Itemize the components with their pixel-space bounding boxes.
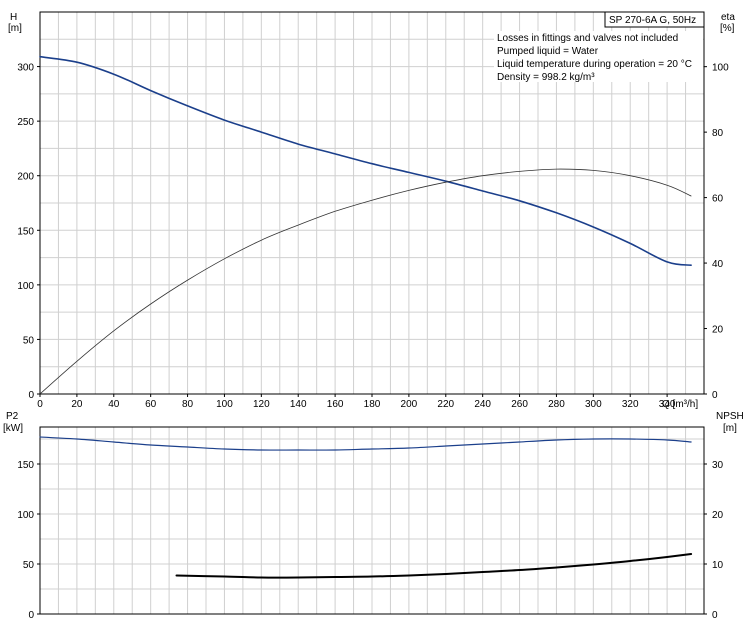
note-losses: Losses in fittings and valves not includ… bbox=[497, 33, 678, 44]
head-axis-label: H bbox=[10, 12, 17, 23]
eta-axis-unit: [%] bbox=[720, 23, 735, 34]
bottom-y-tick-label-left: 150 bbox=[17, 460, 34, 471]
top-y-tick-label-left: 100 bbox=[17, 281, 34, 292]
bottom-series-line-0 bbox=[39, 436, 692, 451]
top-x-tick-label: 300 bbox=[585, 399, 602, 410]
top-y-tick-label-left: 0 bbox=[28, 390, 34, 401]
note-density: Density = 998.2 kg/m³ bbox=[497, 72, 595, 83]
top-x-tick-label: 80 bbox=[182, 399, 194, 410]
notes-box bbox=[494, 31, 703, 82]
model-label-box bbox=[604, 11, 705, 28]
npsh-axis-unit: [m] bbox=[723, 423, 737, 434]
top-y-tick-label-right: 60 bbox=[712, 194, 724, 205]
top-y-tick-label-left: 50 bbox=[23, 335, 35, 346]
bottom-y-tick-label-right: 0 bbox=[712, 610, 718, 621]
top-x-tick-label: 140 bbox=[290, 399, 307, 410]
bottom-y-tick-label-right: 20 bbox=[712, 510, 724, 521]
top-y-tick-label-left: 150 bbox=[17, 226, 34, 237]
bottom-y-tick-label-left: 0 bbox=[28, 610, 34, 621]
top-x-tick-label: 260 bbox=[511, 399, 528, 410]
model-label: SP 270-6A G, 50Hz bbox=[609, 15, 696, 26]
bottom-y-tick-label-right: 10 bbox=[712, 560, 724, 571]
bottom-y-ticks-right: 0 10 20 30 bbox=[704, 460, 724, 621]
bottom-y-ticks-left: 0 50 100 150 bbox=[17, 460, 40, 621]
top-y-tick-label-right: 0 bbox=[712, 390, 718, 401]
bottom-chart-frame bbox=[39, 426, 705, 615]
bottom-series-line-1 bbox=[175, 553, 693, 579]
npsh-axis-label: NPSH bbox=[716, 411, 744, 422]
top-series-line-0 bbox=[39, 55, 692, 266]
top-chart-series bbox=[39, 55, 692, 395]
flow-axis-label: Q [m³/h] bbox=[662, 399, 698, 410]
note-temperature: Liquid temperature during operation = 20… bbox=[497, 59, 692, 70]
top-x-ticks: 0 20 40 60 80 100 120 140 160 180 200 220 240 260 280 3… bbox=[37, 394, 676, 410]
top-x-tick-label: 100 bbox=[216, 399, 233, 410]
top-x-tick-label: 240 bbox=[474, 399, 491, 410]
top-y-tick-label-left: 200 bbox=[17, 172, 34, 183]
top-x-tick-label: 60 bbox=[145, 399, 157, 410]
power-axis-label: P2 bbox=[6, 411, 19, 422]
bottom-y-tick-label-right: 30 bbox=[712, 460, 724, 471]
top-x-tick-label: 120 bbox=[253, 399, 270, 410]
bottom-chart-series bbox=[39, 436, 693, 579]
bottom-chart-grid bbox=[40, 427, 704, 614]
top-x-tick-label: 160 bbox=[327, 399, 344, 410]
top-x-tick-label: 180 bbox=[364, 399, 381, 410]
top-x-tick-label: 0 bbox=[37, 399, 43, 410]
top-y-ticks-left: 0 50 100 150 200 250 300 bbox=[17, 63, 40, 401]
top-y-tick-label-right: 80 bbox=[712, 128, 724, 139]
top-x-tick-label: 320 bbox=[622, 399, 639, 410]
bottom-y-tick-label-left: 100 bbox=[17, 510, 34, 521]
top-y-tick-label-left: 250 bbox=[17, 117, 34, 128]
top-x-tick-label: 220 bbox=[437, 399, 454, 410]
top-y-ticks-right: 0 20 40 60 80 100 bbox=[704, 63, 729, 401]
top-x-tick-label: 340 bbox=[659, 399, 676, 410]
power-axis-unit: [kW] bbox=[3, 423, 23, 434]
top-y-tick-label-right: 40 bbox=[712, 259, 724, 270]
top-x-tick-label: 40 bbox=[108, 399, 120, 410]
top-y-tick-label-left: 300 bbox=[17, 63, 34, 74]
top-y-tick-label-right: 20 bbox=[712, 325, 724, 336]
top-x-tick-label: 280 bbox=[548, 399, 565, 410]
top-series-line-1 bbox=[39, 168, 692, 395]
head-axis-unit: [m] bbox=[8, 23, 22, 34]
top-x-tick-label: 200 bbox=[401, 399, 418, 410]
note-liquid: Pumped liquid = Water bbox=[497, 46, 599, 57]
top-y-tick-label-right: 100 bbox=[712, 63, 729, 74]
top-x-tick-label: 20 bbox=[71, 399, 83, 410]
eta-axis-label: eta bbox=[721, 12, 735, 23]
bottom-y-tick-label-left: 50 bbox=[23, 560, 35, 571]
